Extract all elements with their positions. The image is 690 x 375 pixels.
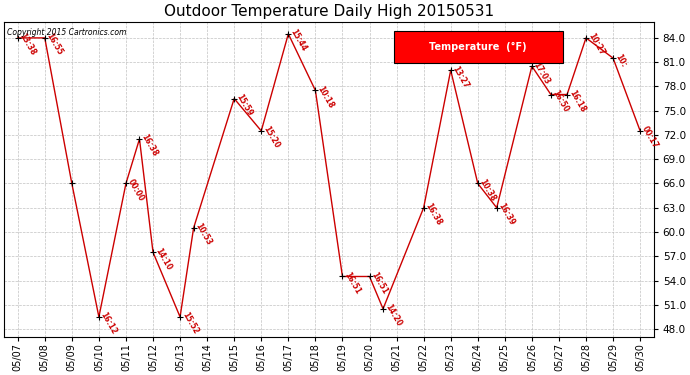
- Text: 15:20: 15:20: [262, 125, 281, 150]
- Text: 13:27: 13:27: [451, 64, 471, 90]
- Text: 16:55: 16:55: [45, 32, 64, 57]
- Text: 16:12: 16:12: [99, 311, 119, 336]
- Text: 10:38: 10:38: [477, 177, 497, 203]
- Text: 16:51: 16:51: [342, 270, 362, 296]
- Text: 15:59: 15:59: [234, 93, 254, 118]
- Text: 15:44: 15:44: [288, 28, 308, 53]
- Text: 10:: 10:: [613, 52, 628, 68]
- Text: 00:00: 00:00: [126, 177, 146, 203]
- Text: 13:38: 13:38: [18, 32, 38, 57]
- Text: 16:18: 16:18: [567, 88, 587, 114]
- FancyBboxPatch shape: [394, 31, 563, 63]
- Text: 10:27: 10:27: [586, 32, 606, 57]
- Text: 10:53: 10:53: [194, 222, 213, 247]
- Text: 16:51: 16:51: [370, 270, 389, 296]
- Text: 15:52: 15:52: [180, 311, 200, 336]
- Text: 16:38: 16:38: [424, 202, 444, 227]
- Text: 16:50: 16:50: [551, 88, 571, 114]
- Text: 00:17: 00:17: [640, 125, 660, 150]
- Text: Copyright 2015 Cartronics.com: Copyright 2015 Cartronics.com: [8, 28, 127, 37]
- Text: 16:38: 16:38: [139, 133, 159, 158]
- Title: Outdoor Temperature Daily High 20150531: Outdoor Temperature Daily High 20150531: [164, 4, 494, 19]
- Text: 16:39: 16:39: [497, 202, 517, 227]
- Text: Temperature  (°F): Temperature (°F): [429, 42, 527, 52]
- Text: 17:03: 17:03: [532, 60, 552, 86]
- Text: 14:10: 14:10: [153, 246, 173, 272]
- Text: 14:20: 14:20: [383, 303, 403, 328]
- Text: 10:18: 10:18: [315, 84, 335, 110]
